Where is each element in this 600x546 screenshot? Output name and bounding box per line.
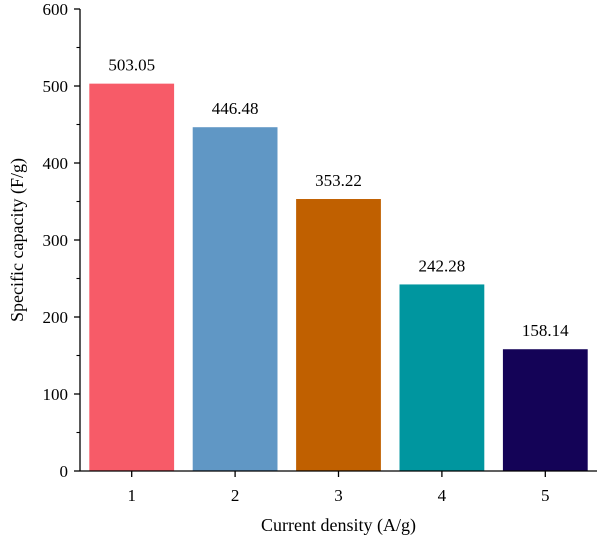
bar-4 <box>399 284 485 471</box>
data-label-4: 242.28 <box>419 256 466 275</box>
y-tick-label: 0 <box>60 462 69 481</box>
data-label-1: 503.05 <box>108 56 155 75</box>
bar-5 <box>502 349 588 471</box>
y-axis-title: Specific capacity (F/g) <box>7 158 28 322</box>
y-tick-label: 200 <box>43 308 69 327</box>
bar-2 <box>192 127 278 472</box>
x-tick-label: 3 <box>334 486 343 505</box>
x-tick-label: 4 <box>438 486 447 505</box>
data-label-5: 158.14 <box>522 321 569 340</box>
y-tick-label: 500 <box>43 77 69 96</box>
data-label-2: 446.48 <box>212 99 259 118</box>
bar-3 <box>296 199 381 471</box>
bar-1 <box>89 83 175 472</box>
x-tick-label: 1 <box>127 486 136 505</box>
bars-group <box>89 83 588 472</box>
x-tick-label: 2 <box>231 486 240 505</box>
y-tick-label: 600 <box>43 0 69 19</box>
x-tick-label: 5 <box>541 486 550 505</box>
ticks-group: 0 100 200 300 400 500 600 1 2 3 4 5 <box>43 0 550 505</box>
data-labels-group: 503.05 446.48 353.22 242.28 158.14 <box>108 56 569 341</box>
y-tick-label: 100 <box>43 385 69 404</box>
y-tick-label: 300 <box>43 231 69 250</box>
y-tick-label: 400 <box>43 154 69 173</box>
x-axis-title: Current density (A/g) <box>261 515 416 536</box>
data-label-3: 353.22 <box>315 171 362 190</box>
